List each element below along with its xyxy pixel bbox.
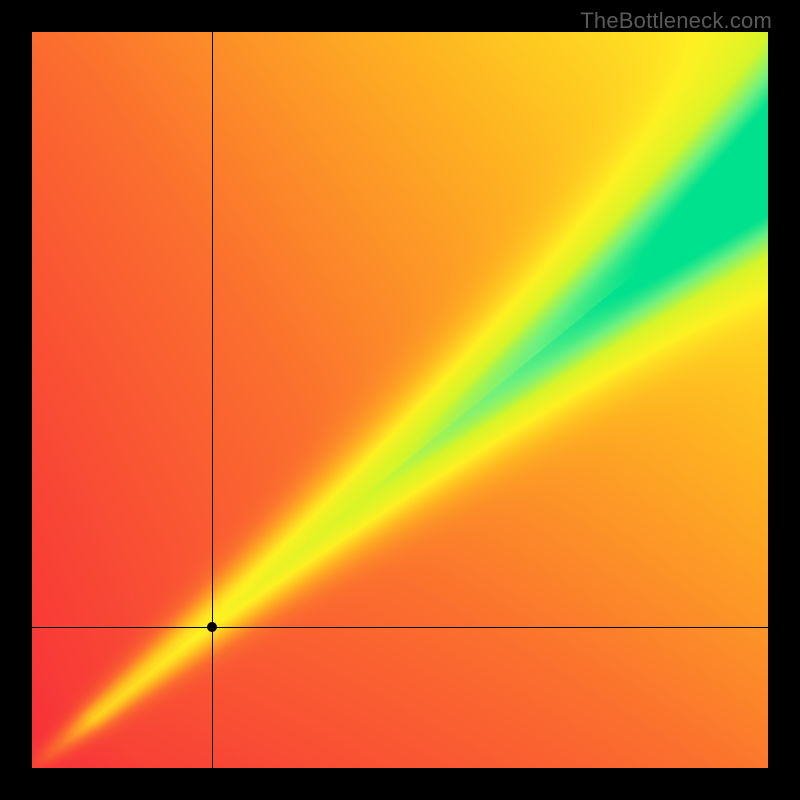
crosshair-vertical	[212, 32, 213, 768]
watermark-text: TheBottleneck.com	[580, 8, 772, 34]
plot-area	[32, 32, 768, 768]
crosshair-horizontal	[32, 627, 768, 628]
crosshair-marker	[207, 622, 217, 632]
chart-container: TheBottleneck.com	[0, 0, 800, 800]
heatmap-canvas	[32, 32, 768, 768]
